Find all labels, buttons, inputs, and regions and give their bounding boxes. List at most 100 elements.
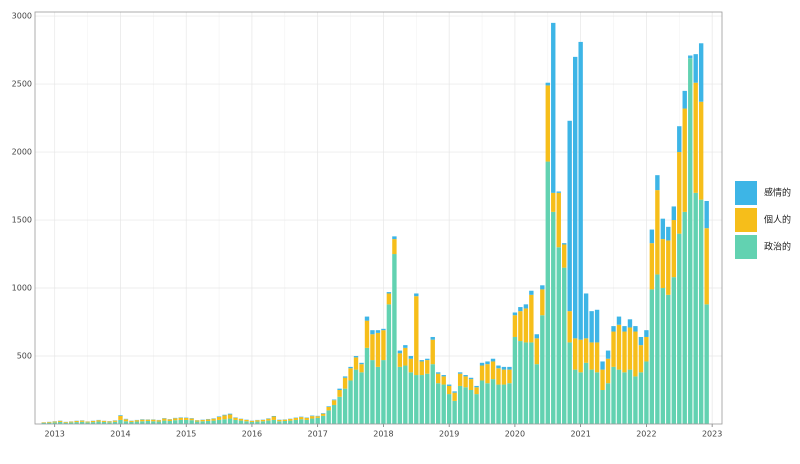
bar-segment (157, 420, 161, 421)
bar-segment (628, 319, 632, 327)
bar-segment (261, 420, 265, 421)
bar-segment (425, 374, 429, 424)
bar-segment (299, 417, 303, 419)
bar-segment (370, 334, 374, 360)
x-tick-label: 2021 (570, 430, 590, 439)
bar-segment (474, 386, 478, 387)
bar-segment (622, 372, 626, 424)
bar-segment (562, 268, 566, 424)
bar-segment (502, 370, 506, 385)
x-tick-label: 2017 (308, 430, 328, 439)
bar-segment (310, 416, 314, 417)
bar-segment (381, 329, 385, 330)
bar-segment (64, 422, 68, 423)
bar-segment (622, 332, 626, 373)
x-tick-label: 2023 (702, 430, 722, 439)
bar-segment (414, 293, 418, 296)
bar-segment (162, 419, 166, 421)
x-tick-label: 2019 (439, 430, 459, 439)
y-tick-label: 2000 (12, 148, 32, 157)
bar-segment (447, 394, 451, 424)
bar-segment (573, 370, 577, 424)
bar-segment (398, 353, 402, 367)
bar-segment (507, 367, 511, 370)
bar-segment (140, 420, 144, 422)
bar-segment (535, 338, 539, 364)
bar-segment (184, 420, 188, 424)
bar-segment (200, 420, 204, 421)
bar-segment (595, 372, 599, 424)
bar-segment (655, 175, 659, 190)
bar-segment (518, 311, 522, 341)
bar-segment (485, 383, 489, 424)
bar-segment (387, 292, 391, 293)
bar-segment (173, 418, 177, 420)
bar-segment (617, 325, 621, 370)
bar-segment (573, 57, 577, 338)
bar-segment (578, 372, 582, 424)
bar-segment (266, 421, 270, 424)
bar-segment (485, 361, 489, 364)
bar-segment (694, 83, 698, 193)
bar-segment (420, 361, 424, 375)
bar-segment (365, 317, 369, 321)
bar-segment (294, 418, 298, 420)
legend-label: 政治的 (764, 241, 791, 253)
bar-segment (195, 420, 199, 421)
bar-segment (255, 420, 259, 421)
bar-segment (288, 421, 292, 424)
bar-segment (266, 419, 270, 421)
bar-segment (529, 295, 533, 343)
bar-segment (694, 54, 698, 83)
bar-segment (233, 418, 237, 420)
bar-segment (359, 372, 363, 424)
legend-label: 個人的 (764, 214, 791, 226)
bar-segment (277, 421, 281, 424)
bar-segment (359, 363, 363, 364)
bar-segment (458, 386, 462, 424)
bar-segment (211, 419, 215, 421)
bar-segment (540, 285, 544, 289)
bar-segment (628, 327, 632, 369)
bar-segment (113, 421, 117, 422)
bar-segment (639, 372, 643, 424)
bar-segment (189, 419, 193, 421)
bar-segment (102, 421, 106, 422)
bar-segment (513, 313, 517, 316)
bar-segment (463, 375, 467, 376)
bar-segment (151, 420, 155, 422)
bar-segment (299, 419, 303, 424)
bar-segment (321, 416, 325, 424)
bar-segment (381, 360, 385, 424)
bar-segment (239, 419, 243, 421)
bar-segment (168, 421, 172, 424)
bar-segment (146, 421, 150, 424)
bar-segment (644, 330, 648, 337)
bar-segment (343, 376, 347, 377)
bar-segment (321, 413, 325, 414)
bar-segment (633, 326, 637, 331)
bar-segment (315, 416, 319, 418)
bar-segment (463, 387, 467, 424)
bar-segment (589, 370, 593, 424)
bar-segment (315, 418, 319, 424)
bar-segment (403, 366, 407, 424)
bar-segment (567, 311, 571, 342)
bar-segment (480, 363, 484, 366)
bar-segment (222, 415, 226, 416)
bar-segment (348, 368, 352, 380)
bar-segment (337, 389, 341, 390)
bar-segment (578, 340, 582, 373)
legend-label: 感情的 (764, 187, 791, 199)
bar-segment (326, 407, 330, 410)
bar-segment (677, 152, 681, 234)
bar-segment (584, 293, 588, 338)
bar-segment (140, 421, 144, 424)
bar-segment (551, 23, 555, 193)
bar-segment (420, 375, 424, 424)
bar-segment (91, 421, 95, 422)
bar-segment (370, 330, 374, 334)
bar-segment (118, 420, 122, 424)
x-tick-label: 2014 (110, 430, 130, 439)
